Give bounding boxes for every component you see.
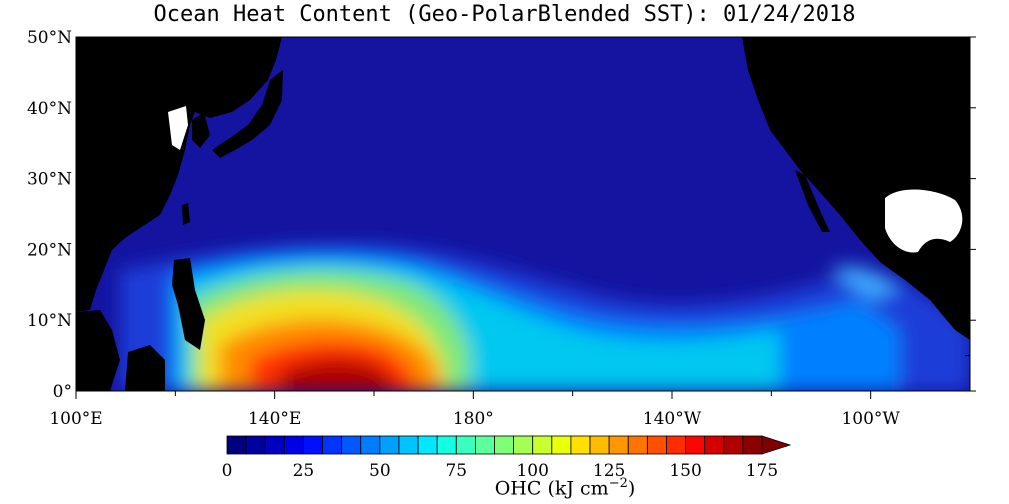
- colorbar-swatch: [283, 435, 304, 455]
- colorbar-swatch: [685, 435, 706, 455]
- colorbar-tick-label: 150: [669, 461, 701, 481]
- gulf-of-mexico: [168, 106, 963, 253]
- map-title: Ocean Heat Content (Geo-PolarBlended SST…: [153, 2, 856, 27]
- lat-tick-label: 50°N: [27, 28, 72, 48]
- lon-tick-label: 100°E: [49, 409, 102, 429]
- colorbar-swatch: [264, 435, 285, 455]
- colorbar-swatch: [494, 435, 515, 455]
- colorbar-swatch: [608, 435, 629, 455]
- colorbar-swatch: [322, 435, 343, 455]
- colorbar-swatch: [723, 435, 744, 455]
- colorbar-swatch: [474, 435, 495, 455]
- colorbar-swatch: [627, 435, 648, 455]
- colorbar-swatch: [417, 435, 438, 455]
- lat-tick-label: 0°: [53, 382, 72, 402]
- colorbar-tick-label: 75: [445, 461, 467, 481]
- lat-tick-label: 10°N: [27, 311, 72, 331]
- colorbar-tick-label: 25: [293, 461, 315, 481]
- colorbar-swatch: [436, 435, 457, 455]
- colorbar-swatch: [589, 435, 610, 455]
- colorbar-swatch: [303, 435, 323, 455]
- colorbar-extend-arrow: [761, 435, 792, 455]
- land-korea: [192, 112, 210, 148]
- land-philippines: [172, 258, 205, 350]
- lon-tick-label: 180°: [453, 409, 494, 429]
- colorbar-tick-label: 125: [593, 461, 625, 481]
- colorbar-swatch: [398, 435, 419, 455]
- map-plot-area: [76, 37, 970, 391]
- colorbar: 0 25 50 75 100 125 150 175: [222, 435, 792, 481]
- colorbar-swatch: [666, 435, 686, 455]
- colorbar-swatch: [245, 435, 266, 455]
- lat-tick-label: 20°N: [27, 240, 72, 260]
- colorbar-swatch: [455, 435, 476, 455]
- lon-tick-label: 100°W: [841, 409, 900, 429]
- lon-tick-label: 140°W: [643, 409, 702, 429]
- land-taiwan: [182, 203, 190, 225]
- colorbar-swatch: [704, 435, 725, 455]
- longitude-axis: 100°E 140°E 180° 140°W 100°W: [49, 391, 900, 429]
- colorbar-swatch: [513, 435, 534, 455]
- colorbar-swatch: [341, 435, 362, 455]
- land-north-america: [742, 37, 970, 340]
- colorbar-swatch: [360, 435, 381, 455]
- land-borneo: [125, 345, 165, 391]
- colorbar-swatch: [570, 435, 591, 455]
- colorbar-tick-label: 100: [516, 461, 548, 481]
- colorbar-swatch: [379, 435, 400, 455]
- colorbar-tick-label: 0: [222, 461, 233, 481]
- land-indochina: [76, 310, 120, 391]
- lat-tick-label: 30°N: [27, 170, 72, 190]
- colorbar-tick-label: 50: [369, 461, 391, 481]
- land-masses: [76, 37, 970, 391]
- latitude-axis: 0° 10°N 20°N 30°N 40°N 50°N: [27, 28, 976, 402]
- land-baja: [795, 170, 830, 232]
- colorbar-swatch: [646, 435, 667, 455]
- land-japan: [212, 70, 283, 158]
- ohc-field: [120, 244, 970, 391]
- colorbar-swatch: [551, 435, 572, 455]
- lon-tick-label: 140°E: [248, 409, 301, 429]
- colorbar-swatch: [742, 435, 763, 455]
- colorbar-swatch: [226, 435, 247, 455]
- land-asia: [76, 37, 282, 312]
- colorbar-title: OHC (kJ cm−2): [494, 476, 636, 500]
- colorbar-swatch: [532, 435, 553, 455]
- colorbar-tick-label: 175: [746, 461, 778, 481]
- lat-tick-label: 40°N: [27, 99, 72, 119]
